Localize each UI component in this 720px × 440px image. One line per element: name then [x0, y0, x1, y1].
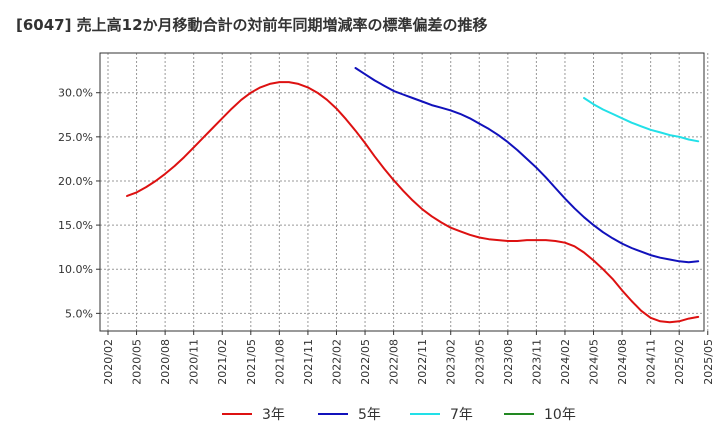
x-tick-label: 2021/05 — [245, 339, 258, 385]
series-line-7年 — [583, 97, 700, 143]
legend: 3年 5年 7年 10年 — [222, 407, 576, 423]
x-tick-label: 2024/08 — [616, 339, 629, 385]
x-tick-label: 2020/05 — [131, 339, 144, 385]
series-line-3年 — [126, 81, 700, 324]
chart-title: [6047] 売上高12か月移動合計の対前年同期増減率の標準偏差の推移 — [16, 16, 488, 34]
x-tick-label: 2021/02 — [216, 339, 229, 385]
series-line-5年 — [354, 67, 700, 264]
y-tick-label: 20.0% — [58, 175, 93, 188]
x-tick-label: 2022/05 — [359, 339, 372, 385]
legend-label-5年: 5年 — [358, 407, 381, 423]
x-tick-label: 2020/02 — [102, 339, 115, 385]
x-tick-label: 2024/02 — [559, 339, 572, 385]
x-tick-label: 2021/11 — [302, 339, 315, 385]
x-tick-label: 2025/05 — [702, 339, 715, 385]
x-tick-label: 2022/08 — [388, 339, 401, 385]
x-tick-label: 2024/05 — [588, 339, 601, 385]
y-tick-label: 10.0% — [58, 263, 93, 276]
plot-area — [100, 53, 704, 331]
x-tick-label: 2024/11 — [645, 339, 658, 385]
x-tick-label: 2023/02 — [445, 339, 458, 385]
legend-label-7年: 7年 — [450, 407, 473, 423]
legend-label-10年: 10年 — [544, 407, 576, 423]
y-tick-label: 15.0% — [58, 219, 93, 232]
x-tick-label: 2023/11 — [530, 339, 543, 385]
x-tick-label: 2022/02 — [330, 339, 343, 385]
x-tick-label: 2020/08 — [159, 339, 172, 385]
legend-label-3年: 3年 — [262, 407, 285, 423]
x-tick-label: 2023/08 — [502, 339, 515, 385]
y-tick-label: 30.0% — [58, 87, 93, 100]
grid — [100, 53, 709, 331]
y-tick-label: 5.0% — [65, 307, 93, 320]
x-tick-label: 2021/08 — [273, 339, 286, 385]
x-tick-label: 2020/11 — [188, 339, 201, 385]
x-axis: 2020/02 2020/05 2020/08 2020/11 2021/02 2021/… — [102, 331, 715, 385]
y-tick-label: 25.0% — [58, 131, 93, 144]
y-axis: 5.0% 10.0% 15.0% 20.0% 25.0% 30.0% — [58, 87, 100, 320]
x-tick-label: 2023/05 — [473, 339, 486, 385]
plot-frame — [99, 52, 705, 332]
series-lines — [126, 67, 700, 324]
x-tick-label: 2025/02 — [673, 339, 686, 385]
x-tick-label: 2022/11 — [416, 339, 429, 385]
